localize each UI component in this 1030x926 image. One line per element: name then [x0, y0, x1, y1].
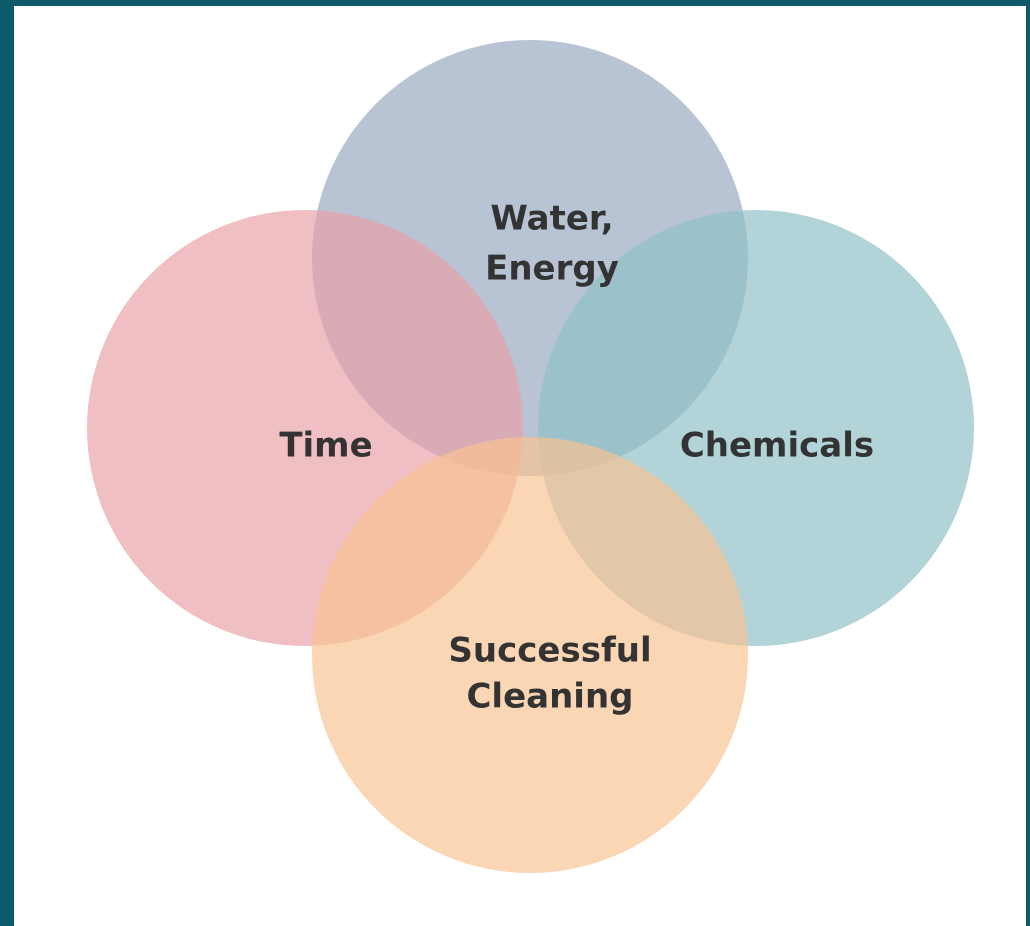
node-label: Chemicals — [680, 426, 874, 466]
node-label: Energy — [485, 249, 619, 289]
node-label: Successful — [448, 631, 651, 671]
node-label: Cleaning — [466, 677, 633, 717]
node-label: Water, — [490, 199, 613, 239]
node-label: Time — [279, 426, 372, 466]
circle-successful-cleaning — [312, 437, 748, 873]
